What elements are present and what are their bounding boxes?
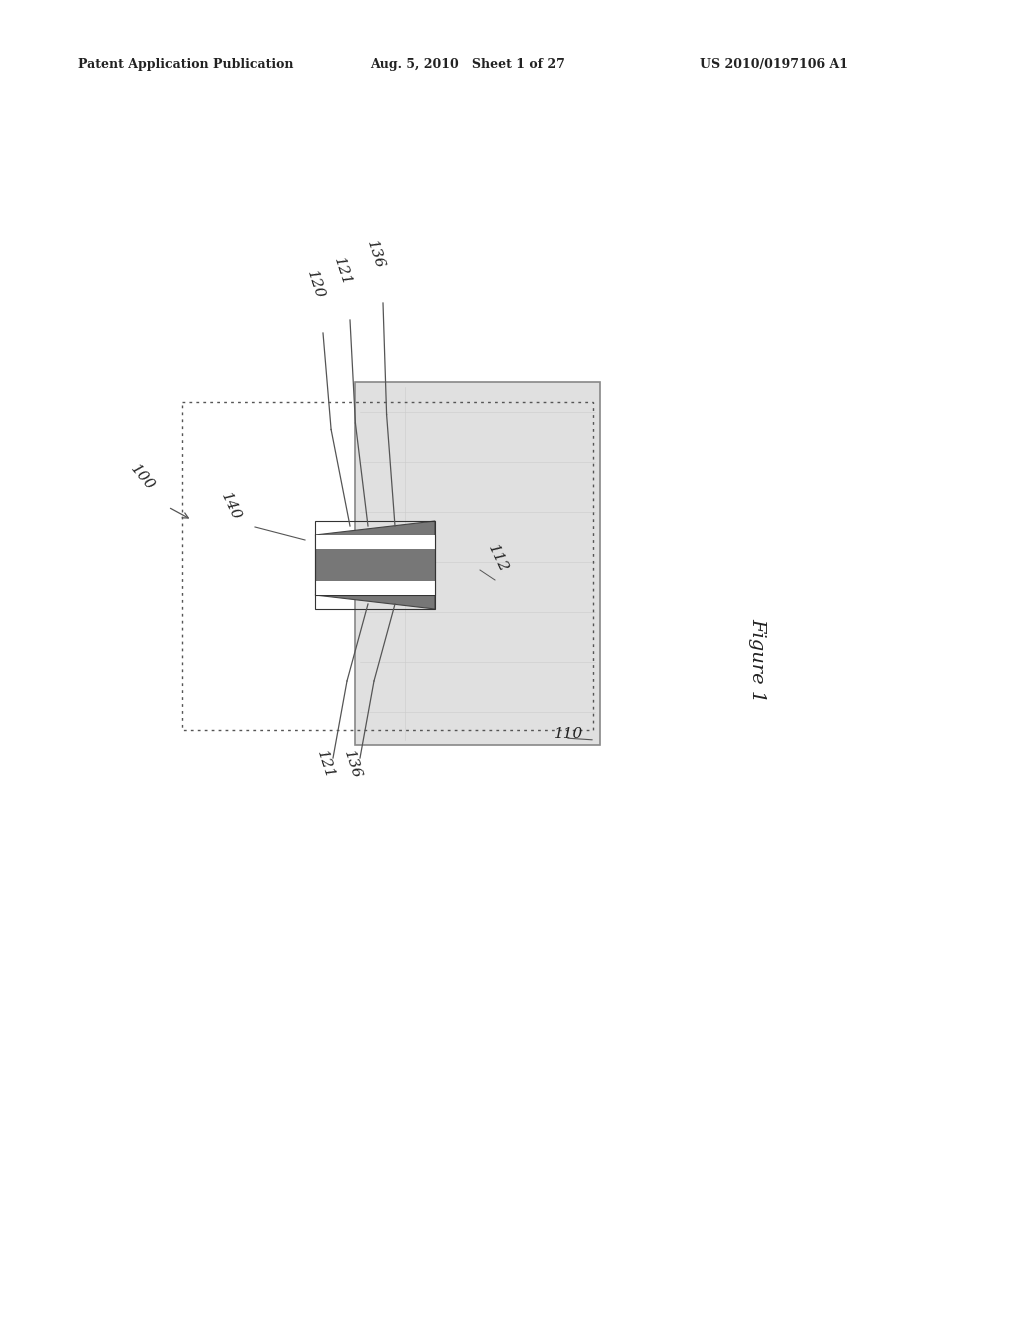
Bar [315,535,435,595]
Text: 120: 120 [304,269,327,301]
Text: 100: 100 [128,462,158,492]
Text: US 2010/0197106 A1: US 2010/0197106 A1 [700,58,848,71]
Bar [315,535,435,549]
Text: 112: 112 [485,543,510,576]
Bar [182,403,593,730]
Text: 140: 140 [218,491,243,523]
Bar [315,581,435,595]
Text: Patent Application Publication: Patent Application Publication [78,58,294,71]
Bar [315,521,435,609]
Text: 136: 136 [364,239,386,271]
Bar [355,381,600,744]
Text: Figure 1: Figure 1 [748,618,766,702]
Polygon shape [315,565,435,609]
Text: 121: 121 [331,256,353,288]
Polygon shape [315,521,435,565]
Text: 110: 110 [554,727,584,741]
Text: Aug. 5, 2010   Sheet 1 of 27: Aug. 5, 2010 Sheet 1 of 27 [370,58,565,71]
Text: 121: 121 [313,748,336,781]
Text: 136: 136 [341,748,364,781]
